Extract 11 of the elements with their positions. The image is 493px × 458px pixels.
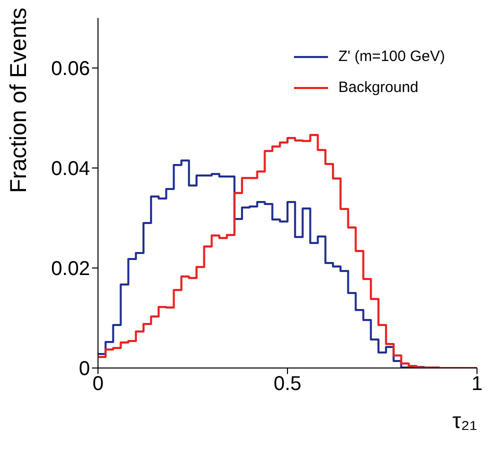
legend-label: Z' (m=100 GeV): [338, 48, 445, 65]
legend-label: Background: [338, 79, 418, 96]
y-tick-label: 0.06: [51, 58, 90, 80]
y-tick-label: 0.04: [51, 158, 90, 180]
x-tick-label: 0: [92, 373, 104, 396]
x-axis-title: τ₂₁: [452, 408, 477, 433]
x-tick-label: 1: [471, 373, 483, 396]
y-tick-label: 0.02: [51, 258, 90, 280]
y-axis-title: Fraction of Events: [5, 8, 32, 193]
x-tick-label: 0.5: [274, 373, 302, 396]
y-tick-label: 0: [78, 358, 90, 380]
